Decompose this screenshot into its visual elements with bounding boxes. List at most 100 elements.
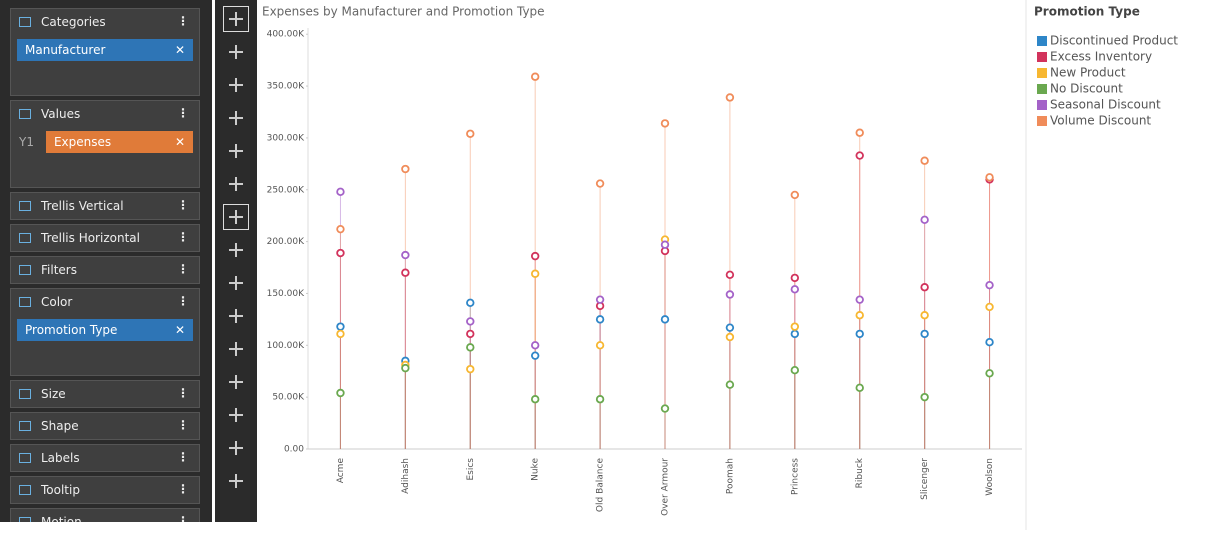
field-row: Manufacturer ✕ xyxy=(11,35,199,65)
tool-button[interactable] xyxy=(223,468,249,494)
legend-label: New Product xyxy=(1050,66,1126,80)
section-icon xyxy=(19,453,31,463)
section-header[interactable]: Tooltip ⋮ xyxy=(11,477,199,503)
data-point xyxy=(401,360,410,370)
x-tick-label: Acme xyxy=(336,458,346,484)
data-point xyxy=(595,395,605,404)
menu-dots[interactable]: ⋮ xyxy=(177,482,189,496)
field-name: Manufacturer xyxy=(25,43,106,57)
section-title: Categories xyxy=(41,15,106,29)
data-point xyxy=(790,285,800,294)
section-header[interactable]: Trellis Horizontal ⋮ xyxy=(11,225,199,251)
data-point xyxy=(855,383,864,393)
data-point xyxy=(790,329,800,339)
menu-dots[interactable]: ⋮ xyxy=(177,418,189,432)
legend-swatch xyxy=(1037,116,1047,126)
data-point xyxy=(660,246,670,256)
data-point xyxy=(595,315,605,324)
section-title: Size xyxy=(41,387,66,401)
legend-swatch xyxy=(1037,84,1047,94)
section-title: Trellis Horizontal xyxy=(41,231,140,245)
menu-dots[interactable]: ⋮ xyxy=(177,450,189,464)
data-point xyxy=(660,240,670,249)
tool-button[interactable] xyxy=(223,6,249,32)
field-section: Size ⋮ xyxy=(10,380,200,408)
data-point xyxy=(985,369,994,378)
field-name: Promotion Type xyxy=(25,323,118,337)
section-header[interactable]: Color ⋮ xyxy=(11,289,199,315)
section-icon xyxy=(19,265,31,275)
menu-dots[interactable]: ⋮ xyxy=(177,230,189,244)
tool-button[interactable] xyxy=(223,303,249,329)
data-point xyxy=(920,215,929,225)
x-tick-label: Poomah xyxy=(725,458,735,494)
data-point xyxy=(466,329,475,339)
tool-button[interactable] xyxy=(223,171,249,197)
data-point xyxy=(336,187,345,197)
remove-button[interactable]: ✕ xyxy=(174,43,185,57)
panel-top-gap xyxy=(0,0,212,8)
menu-dots[interactable]: ⋮ xyxy=(177,294,189,308)
menu-dots[interactable]: ⋮ xyxy=(177,14,189,28)
data-point xyxy=(725,380,735,389)
tool-button[interactable] xyxy=(223,39,249,65)
data-point xyxy=(595,301,605,311)
data-point xyxy=(660,315,670,324)
section-header[interactable]: Filters ⋮ xyxy=(11,257,199,283)
section-header[interactable]: Values ⋮ xyxy=(11,101,199,127)
data-point xyxy=(790,273,800,283)
section-header[interactable]: Size ⋮ xyxy=(11,381,199,407)
x-tick-label: Princess xyxy=(790,458,800,495)
y-tick-label: 0.00 xyxy=(284,445,304,455)
field-section: Categories ⋮ Manufacturer ✕ xyxy=(10,8,200,96)
remove-button[interactable]: ✕ xyxy=(174,135,185,149)
data-point xyxy=(401,268,410,277)
menu-dots[interactable]: ⋮ xyxy=(177,514,189,522)
field-pill[interactable]: Manufacturer ✕ xyxy=(17,39,193,61)
field-section: Filters ⋮ xyxy=(10,256,200,284)
data-point xyxy=(466,129,475,138)
menu-dots[interactable]: ⋮ xyxy=(177,106,189,120)
field-section: Labels ⋮ xyxy=(10,444,200,472)
tool-button[interactable] xyxy=(223,369,249,395)
field-section: Values ⋮ Y1 Expenses ✕ xyxy=(10,100,200,188)
section-icon xyxy=(19,233,31,243)
tool-button[interactable] xyxy=(223,237,249,263)
y-tick-label: 100.00K xyxy=(267,341,305,351)
data-point xyxy=(725,332,735,342)
section-header[interactable]: Motion ⋮ xyxy=(11,509,199,522)
data-point xyxy=(660,235,670,244)
tool-button[interactable] xyxy=(223,435,249,461)
section-icon xyxy=(19,17,31,27)
tool-button[interactable] xyxy=(223,204,249,230)
section-icon xyxy=(19,109,31,119)
field-section: Trellis Horizontal ⋮ xyxy=(10,224,200,252)
data-point xyxy=(595,179,605,188)
field-pill[interactable]: Expenses ✕ xyxy=(45,131,193,153)
data-point xyxy=(530,251,540,261)
tool-button[interactable] xyxy=(223,105,249,131)
section-header[interactable]: Trellis Vertical ⋮ xyxy=(11,193,199,219)
data-point xyxy=(725,270,735,279)
section-header[interactable]: Labels ⋮ xyxy=(11,445,199,471)
remove-button[interactable]: ✕ xyxy=(174,323,185,337)
chart-title: Expenses by Manufacturer and Promotion T… xyxy=(262,5,545,19)
legend-label: Excess Inventory xyxy=(1050,50,1152,64)
menu-dots[interactable]: ⋮ xyxy=(177,198,189,212)
y-tick-label: 250.00K xyxy=(267,185,305,195)
tool-button[interactable] xyxy=(223,138,249,164)
tool-button[interactable] xyxy=(223,402,249,428)
menu-dots[interactable]: ⋮ xyxy=(177,262,189,276)
section-header[interactable]: Shape ⋮ xyxy=(11,413,199,439)
field-pill[interactable]: Promotion Type ✕ xyxy=(17,319,193,341)
tool-button[interactable] xyxy=(223,336,249,362)
menu-dots[interactable]: ⋮ xyxy=(177,386,189,400)
tool-button[interactable] xyxy=(223,72,249,98)
section-header[interactable]: Categories ⋮ xyxy=(11,9,199,35)
legend-swatch xyxy=(1037,52,1047,62)
tool-button[interactable] xyxy=(223,270,249,296)
data-point xyxy=(530,395,540,404)
data-point xyxy=(920,329,929,339)
field-name: Expenses xyxy=(53,135,112,149)
